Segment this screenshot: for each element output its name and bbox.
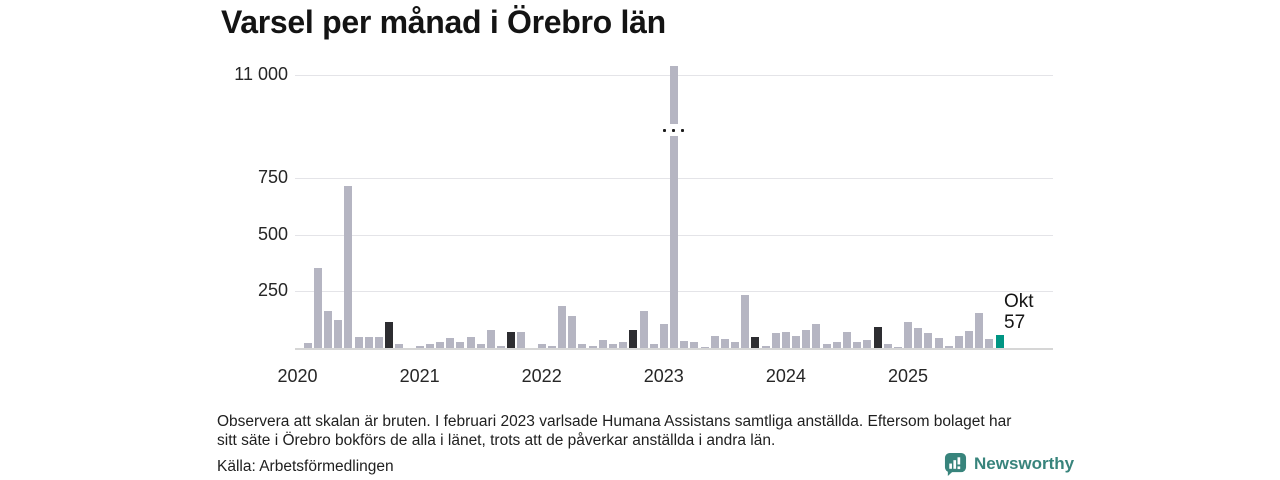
bar-2024-01: [781, 332, 790, 348]
scale-break-icon: [681, 128, 685, 132]
bar-2024-11: [883, 343, 892, 348]
bar-2025-08: [975, 313, 984, 348]
bar-2025-03: [924, 332, 933, 348]
chart-title: Varsel per månad i Örebro län: [221, 4, 666, 40]
footnote-line-2: sitt säte i Örebro bokförs de alla i län…: [217, 431, 776, 449]
bar-2025-09: [985, 339, 994, 348]
bar-2020-09: [374, 337, 383, 348]
last-point-annotation: Okt 57: [1004, 291, 1034, 333]
bar-2023-06: [710, 335, 719, 348]
bar-2021-06: [466, 336, 475, 348]
bar-2021-08: [486, 329, 495, 348]
bar-2024-06: [832, 342, 841, 348]
y-axis-labels: 11 000 750 500 250: [0, 0, 300, 360]
bar-2021-02: [425, 343, 434, 348]
bar-2024-03: [802, 330, 811, 348]
source-label: Källa: Arbetsförmedlingen: [217, 458, 394, 475]
bar-2023-01: [659, 324, 668, 348]
x-tick-label-2022: 2022: [521, 366, 562, 386]
footnote: Observera att skalan är bruten. I februa…: [217, 413, 1011, 450]
bar-2022-07: [598, 340, 607, 348]
bar-2025-07: [965, 330, 974, 348]
bar-2023-11: [761, 345, 770, 348]
bar-2022-10: [629, 330, 638, 348]
bar-2024-05: [822, 343, 831, 348]
bar-2020-11: [395, 343, 404, 348]
x-tick-label-2024: 2024: [765, 366, 806, 386]
bar-2021-04: [446, 338, 455, 348]
bar-2022-02: [547, 345, 556, 348]
bar-2024-09: [863, 340, 872, 348]
bar-2022-05: [578, 343, 587, 348]
bar-2020-03: [313, 267, 322, 348]
bar-2025-02: [914, 327, 923, 348]
x-tick-label-2020: 2020: [277, 366, 318, 386]
x-tick-label-2025: 2025: [887, 366, 929, 386]
bar-2023-08: [731, 342, 739, 348]
y-tick-label: 750: [257, 167, 288, 187]
bar-2020-08: [364, 336, 373, 348]
bar-2020-07: [354, 336, 363, 348]
bar-2021-07: [476, 343, 485, 348]
bar-2022-01: [537, 343, 546, 348]
bar-2021-01: [415, 346, 424, 348]
bar-2022-11: [639, 311, 648, 348]
bar-2022-03: [558, 306, 567, 348]
bar-2023-04: [690, 342, 699, 348]
bar-2021-09: [497, 346, 505, 348]
x-axis-labels: 2020 2021 2022 2023 2024 2025: [0, 366, 1280, 390]
bar-2023-05: [700, 346, 709, 348]
bar-2024-04: [812, 324, 821, 348]
x-tick-label-2021: 2021: [399, 366, 440, 386]
bar-2020-04: [324, 311, 332, 348]
x-tick-label-2023: 2023: [643, 366, 684, 386]
bar-2021-05: [456, 342, 465, 348]
bar-2025-10: [995, 335, 1004, 348]
annotation-month-label: Okt: [1004, 291, 1034, 312]
bar-2022-12: [649, 343, 658, 348]
bar-2021-03: [436, 342, 444, 348]
bar-2022-08: [608, 343, 617, 348]
scale-break-icon: [663, 128, 667, 132]
bar-2024-12: [893, 346, 902, 348]
scale-break-icon: [672, 128, 676, 132]
bar-2025-04: [934, 337, 943, 348]
bar-2025-05: [944, 345, 953, 348]
footnote-line-1: Observera att skalan är bruten. I februa…: [217, 413, 1012, 430]
bar-2023-07: [720, 339, 729, 348]
bar-2024-10: [873, 326, 882, 348]
bar-2021-11: [517, 332, 526, 348]
annotation-value-label: 57: [1004, 311, 1026, 333]
bar-2025-01: [904, 322, 912, 348]
bar-2022-06: [588, 345, 597, 348]
bar-2022-04: [568, 316, 577, 348]
bar-2024-02: [792, 335, 801, 348]
bar-2023-12: [771, 333, 780, 348]
y-tick-label: 500: [257, 223, 288, 244]
bar-2020-06: [344, 186, 353, 348]
bar-2024-07: [843, 331, 851, 348]
bar-2025-06: [954, 335, 963, 348]
bar-2021-10: [507, 332, 516, 348]
y-tick-label: 250: [257, 280, 288, 300]
bar-2020-10: [385, 322, 394, 348]
bar-2023-09: [741, 294, 750, 348]
brand: Newsworthy: [944, 452, 1074, 476]
plot-area: [295, 60, 1053, 350]
bar-2023-03: [680, 340, 689, 348]
brand-name: Newsworthy: [974, 454, 1075, 473]
bar-2020-05: [334, 319, 343, 348]
y-tick-label: 11 000: [234, 64, 288, 84]
bar-2022-09: [619, 342, 628, 348]
bar-2023-10: [751, 336, 760, 348]
bar-2020-02: [303, 343, 312, 348]
bar-2023-02: [670, 66, 678, 348]
bar-2024-08: [853, 342, 862, 348]
newsworthy-logo-icon: [944, 452, 967, 476]
